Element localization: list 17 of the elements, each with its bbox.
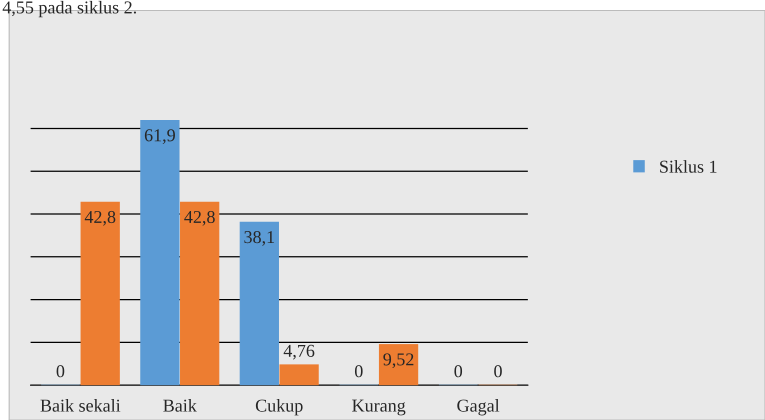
text: 4,55 pada siklus 2. bbox=[2, 0, 136, 18]
x-tick-label: Baik sekali bbox=[40, 399, 120, 412]
data-label: 0 bbox=[56, 365, 64, 378]
data-label: 0 bbox=[354, 365, 363, 378]
x-tick-label: Gagal bbox=[457, 399, 500, 416]
data-label: 42,8 bbox=[184, 210, 215, 226]
legend-label: Siklus 1 bbox=[660, 160, 716, 173]
data-label: 9,52 bbox=[383, 353, 414, 368]
data-label: 0 bbox=[494, 365, 502, 378]
data-label: 4,76 bbox=[284, 344, 314, 360]
data-label: 0 bbox=[454, 365, 462, 378]
data-label: 61,9 bbox=[144, 129, 175, 144]
x-tick-label: Kurang bbox=[352, 400, 406, 416]
data-label: 38,1 bbox=[244, 231, 274, 246]
data-label: 42,8 bbox=[84, 210, 116, 226]
x-tick-label: Cukup bbox=[256, 399, 303, 416]
x-tick-label: Baik bbox=[163, 399, 197, 412]
